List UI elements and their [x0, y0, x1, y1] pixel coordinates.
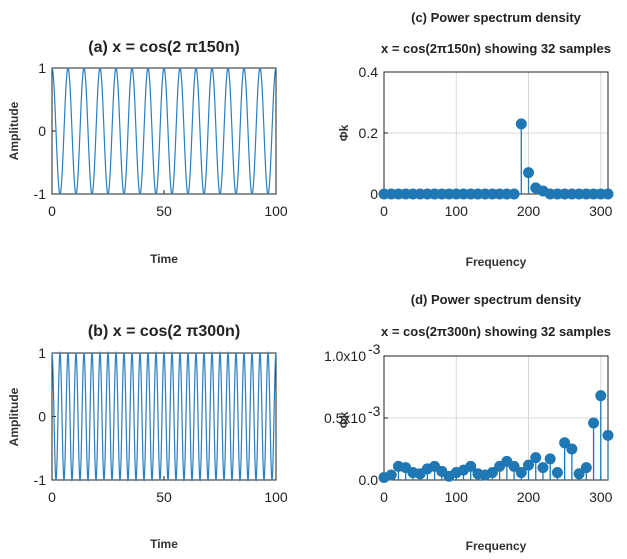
stem-marker: [515, 467, 527, 479]
y-tick-exponent: -3: [368, 403, 381, 419]
chart-subtitle: x = cos(2π300n) showing 32 samples: [381, 324, 611, 339]
x-tick-label: 0: [48, 489, 56, 505]
chart-title: (d) Power spectrum density: [411, 292, 582, 307]
stem-marker: [515, 118, 527, 130]
chart-title: (b) x = cos(2 π300n): [88, 323, 240, 340]
y-tick-label: 1: [38, 60, 46, 76]
x-tick-label: 100: [264, 489, 288, 505]
x-tick-label: 50: [156, 489, 172, 505]
stem-marker: [566, 443, 578, 455]
stem-marker: [559, 437, 571, 449]
y-tick-label: 0: [38, 409, 46, 425]
y-tick-label: -1: [34, 186, 47, 202]
y-tick-label: 0.5x10: [324, 410, 366, 426]
y-tick-label: 0: [370, 186, 378, 202]
x-tick-label: 100: [264, 203, 288, 219]
y-tick-label: 0.0: [359, 472, 379, 488]
stem-marker: [530, 452, 542, 464]
stem-marker: [602, 188, 614, 200]
panel-c: (c) Power spectrum density x = cos(2π150n…: [337, 10, 614, 269]
y-axis-label: Φk: [337, 411, 351, 428]
stem-marker: [602, 429, 614, 441]
y-tick-label: -1: [34, 472, 47, 488]
y-tick-label: 0.4: [359, 64, 379, 80]
y-axis-label: Amplitude: [7, 101, 21, 160]
stem-marker: [551, 467, 563, 479]
stem-marker: [595, 390, 607, 402]
y-axis-label: Amplitude: [7, 387, 21, 446]
y-tick-label: 0.2: [359, 125, 379, 141]
x-tick-label: 0: [380, 203, 388, 219]
x-tick-label: 100: [445, 203, 469, 219]
x-axis-label: Frequency: [466, 539, 527, 553]
series-line: [51, 350, 277, 483]
x-tick-label: 0: [48, 203, 56, 219]
chart-title: (a) x = cos(2 π150n): [88, 39, 239, 56]
stem-marker: [465, 460, 477, 472]
y-tick-exponent: -3: [368, 341, 381, 357]
x-axis-label: Frequency: [466, 255, 527, 269]
panel-b: (b) x = cos(2 π300n)0 50 100-101TimeAmplit…: [7, 323, 288, 551]
y-axis-label: Φk: [337, 124, 351, 141]
stem-marker: [580, 462, 592, 474]
x-tick-label: 0: [380, 489, 388, 505]
x-tick-label: 200: [517, 489, 541, 505]
x-axis-label: Time: [150, 537, 178, 551]
stem-marker: [523, 167, 535, 179]
x-tick-label: 300: [589, 489, 613, 505]
stem-marker: [544, 453, 556, 465]
y-tick-label: 0: [38, 123, 46, 139]
panel-d: (d) Power spectrum density x = cos(2π300n…: [324, 292, 614, 553]
plot-area-border: [383, 355, 609, 481]
x-tick-label: 50: [156, 203, 172, 219]
stem-marker: [385, 469, 397, 481]
panel-a: (a) x = cos(2 π150n)0 50 100-101TimeAmplit…: [7, 39, 288, 266]
chart-subtitle: x = cos(2π150n) showing 32 samples: [381, 41, 611, 56]
x-tick-label: 300: [589, 203, 613, 219]
stem-marker: [573, 468, 585, 480]
y-tick-label: 1.0x10: [324, 348, 366, 364]
y-tick-label: 1: [38, 345, 46, 361]
series-line: [51, 67, 277, 195]
x-axis-label: Time: [150, 252, 178, 266]
x-tick-label: 200: [517, 203, 541, 219]
stem-marker: [508, 188, 520, 200]
stem-marker: [523, 459, 535, 471]
stem-marker: [537, 462, 549, 474]
stem-marker: [588, 417, 600, 429]
stem-marker: [486, 467, 498, 479]
chart-title: (c) Power spectrum density: [411, 10, 582, 25]
x-tick-label: 100: [445, 489, 469, 505]
stem-marker: [508, 460, 520, 472]
